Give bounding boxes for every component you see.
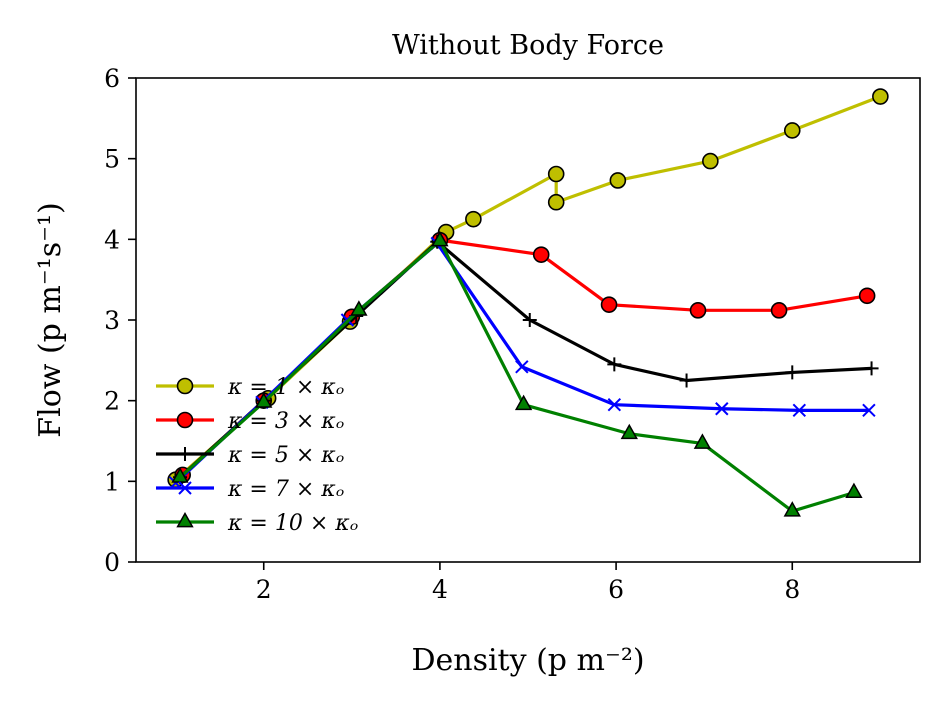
legend-marker bbox=[176, 411, 194, 429]
x-axis: 2 4 6 8 bbox=[256, 562, 800, 604]
legend-label: κ = 10 × κₒ bbox=[227, 511, 358, 536]
data-point bbox=[679, 373, 694, 388]
series-line bbox=[181, 238, 868, 477]
data-point bbox=[514, 394, 533, 411]
y-tick-label: 3 bbox=[104, 306, 120, 335]
legend-item: κ = 5 × κₒ bbox=[156, 443, 344, 468]
data-point bbox=[620, 423, 638, 440]
data-point bbox=[515, 360, 529, 374]
series-layer bbox=[167, 88, 889, 517]
x-tick-label: 6 bbox=[608, 575, 624, 604]
legend-label: κ = 7 × κₒ bbox=[227, 477, 344, 502]
legend-item: κ = 10 × κₒ bbox=[156, 511, 358, 536]
legend-item: κ = 1 × κₒ bbox=[156, 375, 344, 400]
data-point bbox=[607, 397, 622, 412]
data-point bbox=[693, 433, 712, 449]
data-point bbox=[715, 402, 729, 416]
data-point bbox=[547, 193, 565, 211]
data-point bbox=[785, 365, 800, 380]
data-point bbox=[547, 165, 565, 183]
data-point bbox=[845, 482, 863, 499]
data-point bbox=[783, 122, 801, 139]
data-point bbox=[600, 296, 618, 313]
data-point bbox=[864, 361, 879, 376]
data-point bbox=[872, 88, 889, 105]
y-tick-label: 0 bbox=[104, 548, 120, 577]
data-point bbox=[607, 357, 622, 372]
y-tick-label: 5 bbox=[104, 145, 120, 174]
series-line bbox=[178, 240, 872, 479]
y-axis: 0 1 2 3 4 5 6 bbox=[104, 64, 136, 577]
legend-item: κ = 7 × κₒ bbox=[156, 477, 344, 502]
data-point bbox=[431, 230, 449, 247]
data-point bbox=[689, 302, 707, 319]
data-point bbox=[609, 172, 627, 189]
data-point bbox=[783, 501, 801, 517]
legend-item: κ = 3 × κₒ bbox=[156, 409, 344, 434]
legend-marker bbox=[176, 511, 194, 528]
data-point bbox=[770, 302, 788, 319]
legend-label: κ = 1 × κₒ bbox=[227, 375, 344, 400]
y-axis-label: Flow (p m⁻¹s⁻¹) bbox=[33, 202, 68, 437]
legend-marker bbox=[178, 447, 192, 461]
y-tick-label: 1 bbox=[104, 467, 120, 496]
y-tick-label: 2 bbox=[104, 387, 120, 416]
data-point bbox=[792, 403, 807, 418]
x-tick-label: 2 bbox=[256, 575, 272, 604]
data-point bbox=[702, 152, 719, 170]
legend: κ = 1 × κₒ κ = 3 × κₒ κ = 5 × κₒ κ = 7 × κₒ… bbox=[156, 375, 358, 536]
x-axis-label: Density (p m⁻²) bbox=[411, 643, 644, 678]
series-5 bbox=[171, 230, 863, 517]
legend-marker bbox=[178, 481, 192, 495]
data-point bbox=[532, 246, 550, 263]
legend-label: κ = 3 × κₒ bbox=[227, 409, 344, 434]
data-point bbox=[858, 287, 876, 305]
data-point bbox=[255, 392, 273, 408]
x-tick-label: 8 bbox=[784, 575, 800, 604]
x-tick-label: 4 bbox=[432, 575, 448, 604]
data-point bbox=[350, 300, 368, 316]
legend-marker bbox=[176, 377, 194, 395]
data-point bbox=[522, 313, 537, 327]
legend-label: κ = 5 × κₒ bbox=[227, 443, 344, 468]
y-tick-label: 4 bbox=[104, 225, 120, 254]
data-point bbox=[465, 210, 482, 228]
chart-title: Without Body Force bbox=[392, 30, 664, 61]
y-tick-label: 6 bbox=[104, 64, 120, 93]
data-point bbox=[862, 403, 876, 418]
